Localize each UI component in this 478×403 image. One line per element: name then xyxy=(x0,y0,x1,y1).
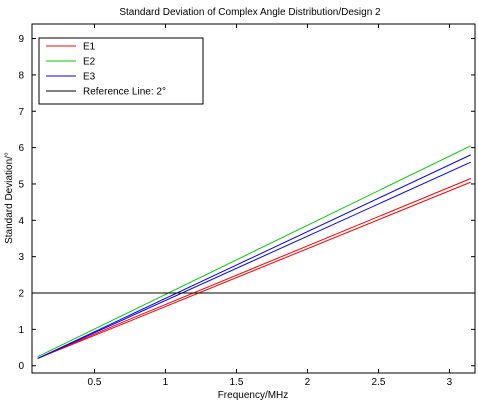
x-tick-label: 0.5 xyxy=(88,377,102,388)
series-line-e3-4 xyxy=(37,161,471,359)
legend-box xyxy=(38,37,204,105)
legend-label: E3 xyxy=(83,72,96,83)
y-tick-label: 7 xyxy=(18,107,24,118)
y-tick-label: 8 xyxy=(18,70,24,81)
y-axis: 0 1 2 3 4 5 6 7 8 9 xyxy=(18,34,475,372)
legend-label: E1 xyxy=(83,42,96,53)
chart-title: Standard Deviation of Complex Angle Dist… xyxy=(119,7,381,18)
y-tick-label: 4 xyxy=(18,216,24,227)
y-tick-label: 6 xyxy=(18,143,24,154)
x-axis: 0.5 1 1.5 2 2.5 3 xyxy=(88,24,453,388)
y-tick-label: 0 xyxy=(18,361,24,372)
y-tick-label: 3 xyxy=(18,252,24,263)
y-tick-label: 1 xyxy=(18,325,24,336)
y-tick-label: 2 xyxy=(18,289,24,300)
x-tick-label: 2 xyxy=(305,377,311,388)
series-line-e2-2 xyxy=(37,145,471,358)
y-tick-label: 5 xyxy=(18,179,24,190)
series-line-e1-1 xyxy=(37,178,471,359)
x-tick-label: 2.5 xyxy=(371,377,385,388)
legend-label: E2 xyxy=(83,57,96,68)
y-axis-title: Standard Deviation/° xyxy=(4,152,15,244)
legend-label: Reference Line: 2° xyxy=(83,87,166,98)
series-line-e3-3 xyxy=(37,154,471,359)
y-tick-label: 9 xyxy=(18,34,24,45)
legend: E1 E2 E3 Reference Line: 2° xyxy=(38,37,204,105)
x-axis-title: Frequency/MHz xyxy=(218,390,289,401)
series-layer xyxy=(32,145,475,359)
series-line-e1-0 xyxy=(37,181,471,359)
x-tick-label: 1.5 xyxy=(230,377,244,388)
x-tick-label: 1 xyxy=(163,377,169,388)
x-tick-label: 3 xyxy=(447,377,453,388)
